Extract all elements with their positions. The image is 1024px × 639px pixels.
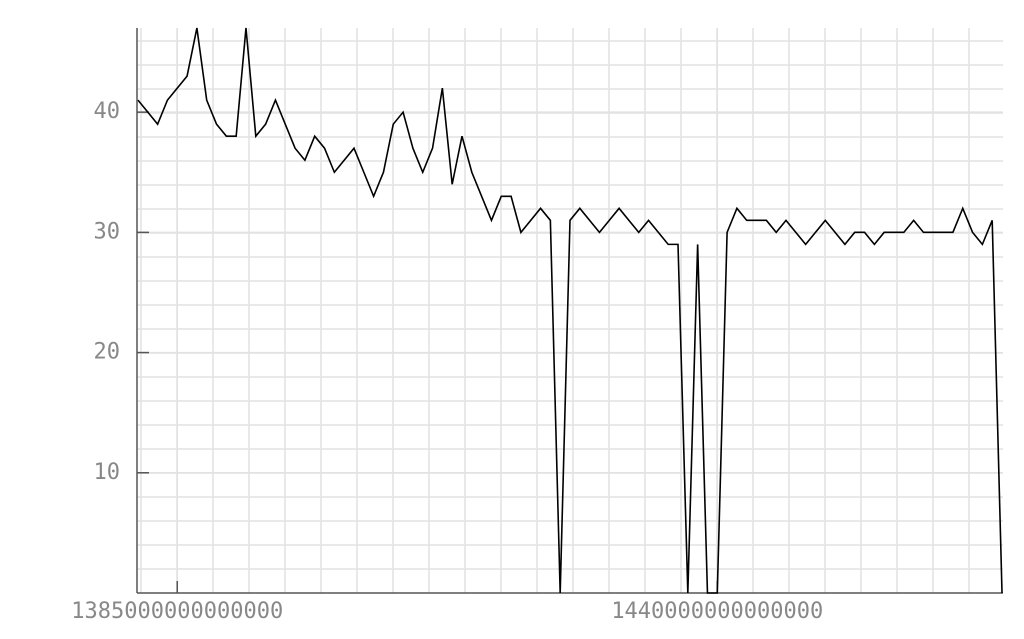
y-tick-label: 20	[94, 340, 121, 365]
data-line	[137, 27, 1003, 594]
x-tick-label: 1440000000000000	[611, 599, 823, 624]
y-tick-label: 40	[94, 99, 121, 124]
y-tick-label: 30	[94, 219, 121, 244]
y-tick-label: 10	[94, 460, 121, 485]
x-tick-label: 1385000000000000	[71, 599, 283, 624]
